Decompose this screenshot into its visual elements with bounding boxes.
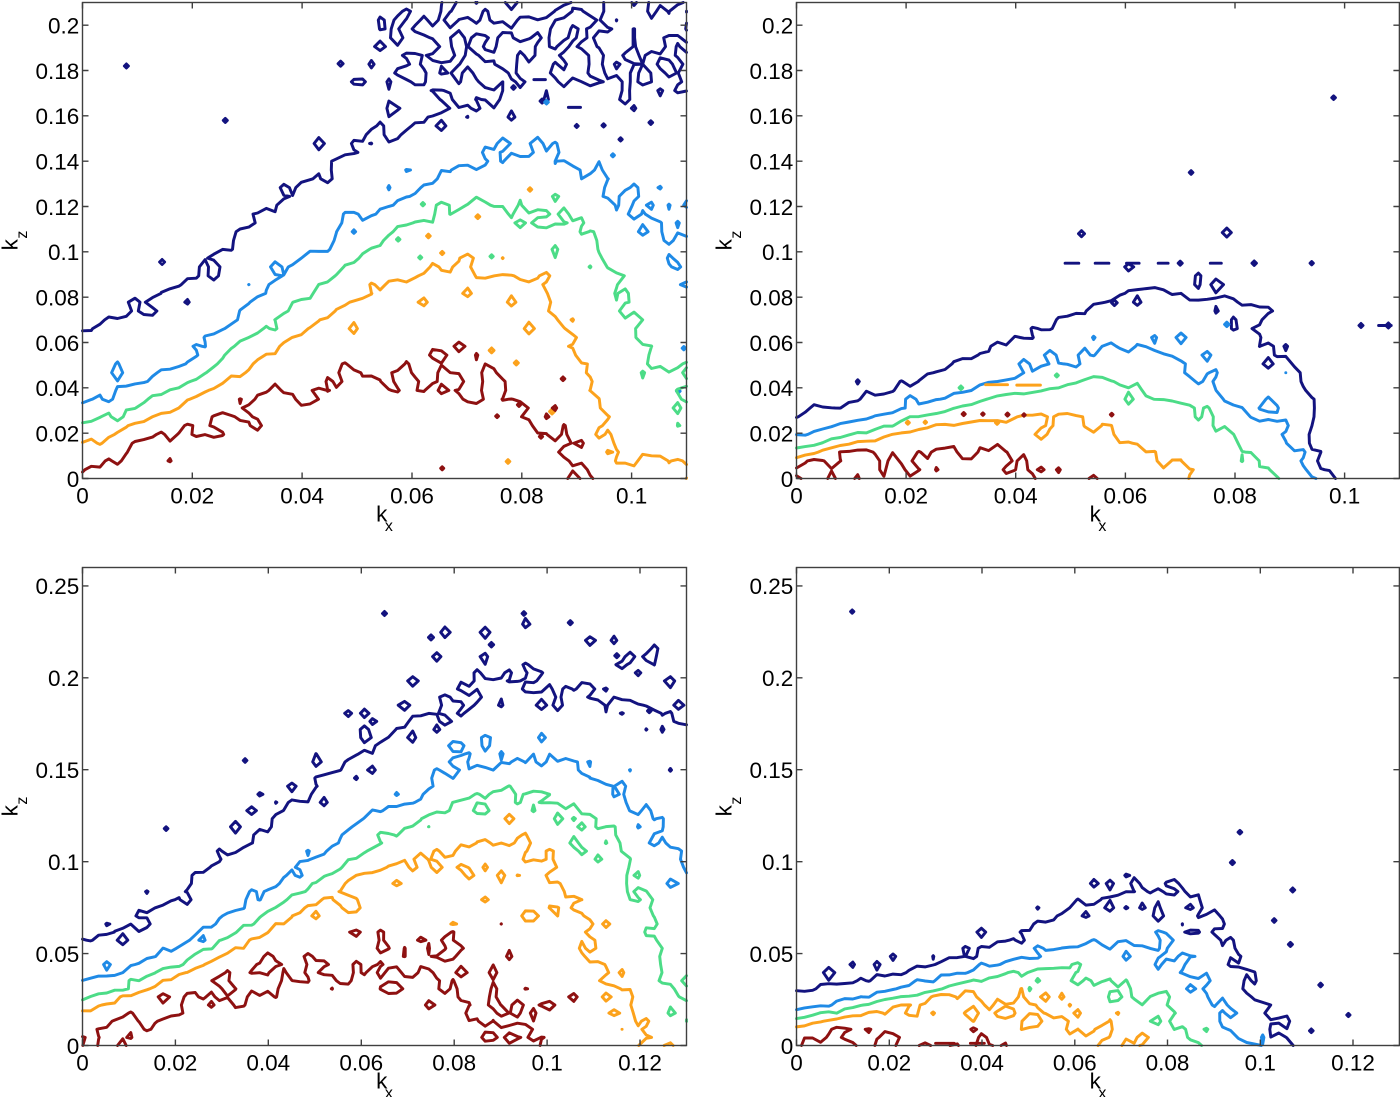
svg-text:0: 0 xyxy=(67,1034,80,1059)
svg-text:0.04: 0.04 xyxy=(36,376,80,401)
svg-text:0.08: 0.08 xyxy=(500,484,544,509)
svg-text:0: 0 xyxy=(67,467,80,492)
svg-text:0.12: 0.12 xyxy=(750,195,794,220)
svg-text:0.25: 0.25 xyxy=(36,574,80,599)
svg-text:0.2: 0.2 xyxy=(48,666,79,691)
svg-text:0.1: 0.1 xyxy=(1329,484,1360,509)
svg-text:0.15: 0.15 xyxy=(36,758,80,783)
svg-text:0.06: 0.06 xyxy=(36,331,80,356)
svg-text:0: 0 xyxy=(781,467,794,492)
svg-text:0.02: 0.02 xyxy=(867,1051,911,1076)
svg-text:0.14: 0.14 xyxy=(750,150,794,175)
svg-text:0.12: 0.12 xyxy=(618,1051,662,1076)
svg-text:0.02: 0.02 xyxy=(884,484,928,509)
svg-text:0.04: 0.04 xyxy=(960,1051,1004,1076)
svg-text:0.15: 0.15 xyxy=(750,758,794,783)
svg-text:0.08: 0.08 xyxy=(432,1051,476,1076)
svg-text:0.06: 0.06 xyxy=(750,331,794,356)
svg-text:0.16: 0.16 xyxy=(750,104,794,129)
svg-text:0.04: 0.04 xyxy=(750,376,794,401)
svg-text:0: 0 xyxy=(790,1051,803,1076)
svg-text:0.1: 0.1 xyxy=(48,240,79,265)
svg-text:0.02: 0.02 xyxy=(750,422,794,447)
svg-text:0.06: 0.06 xyxy=(1053,1051,1097,1076)
svg-text:0.06: 0.06 xyxy=(339,1051,383,1076)
svg-text:0.05: 0.05 xyxy=(750,942,794,967)
svg-text:0.08: 0.08 xyxy=(1213,484,1257,509)
svg-text:0.18: 0.18 xyxy=(36,59,80,84)
svg-text:0: 0 xyxy=(790,484,803,509)
svg-text:0.02: 0.02 xyxy=(36,422,80,447)
svg-text:0: 0 xyxy=(76,1051,89,1076)
svg-text:0.06: 0.06 xyxy=(390,484,434,509)
svg-text:0.2: 0.2 xyxy=(762,666,793,691)
svg-text:0.12: 0.12 xyxy=(36,195,80,220)
svg-text:0.1: 0.1 xyxy=(616,484,647,509)
svg-text:0.04: 0.04 xyxy=(280,484,324,509)
svg-text:0.18: 0.18 xyxy=(750,59,794,84)
svg-text:0.08: 0.08 xyxy=(1146,1051,1190,1076)
svg-text:0.25: 0.25 xyxy=(750,574,794,599)
svg-text:0: 0 xyxy=(76,484,89,509)
svg-text:0.2: 0.2 xyxy=(762,14,793,39)
svg-text:0.06: 0.06 xyxy=(1104,484,1148,509)
svg-text:0.1: 0.1 xyxy=(531,1051,562,1076)
svg-text:0.12: 0.12 xyxy=(1331,1051,1375,1076)
svg-text:0: 0 xyxy=(781,1034,794,1059)
svg-text:0.1: 0.1 xyxy=(762,850,793,875)
svg-text:0.1: 0.1 xyxy=(48,850,79,875)
svg-text:0.1: 0.1 xyxy=(762,240,793,265)
svg-text:0.2: 0.2 xyxy=(48,14,79,39)
svg-text:0.08: 0.08 xyxy=(36,286,80,311)
svg-text:0.14: 0.14 xyxy=(36,150,80,175)
svg-text:0.04: 0.04 xyxy=(994,484,1038,509)
svg-text:0.16: 0.16 xyxy=(36,104,80,129)
svg-text:0.04: 0.04 xyxy=(246,1051,290,1076)
svg-text:0.02: 0.02 xyxy=(170,484,214,509)
svg-text:0.08: 0.08 xyxy=(750,286,794,311)
svg-text:0.05: 0.05 xyxy=(36,942,80,967)
svg-text:0.02: 0.02 xyxy=(154,1051,198,1076)
svg-text:0.1: 0.1 xyxy=(1245,1051,1276,1076)
